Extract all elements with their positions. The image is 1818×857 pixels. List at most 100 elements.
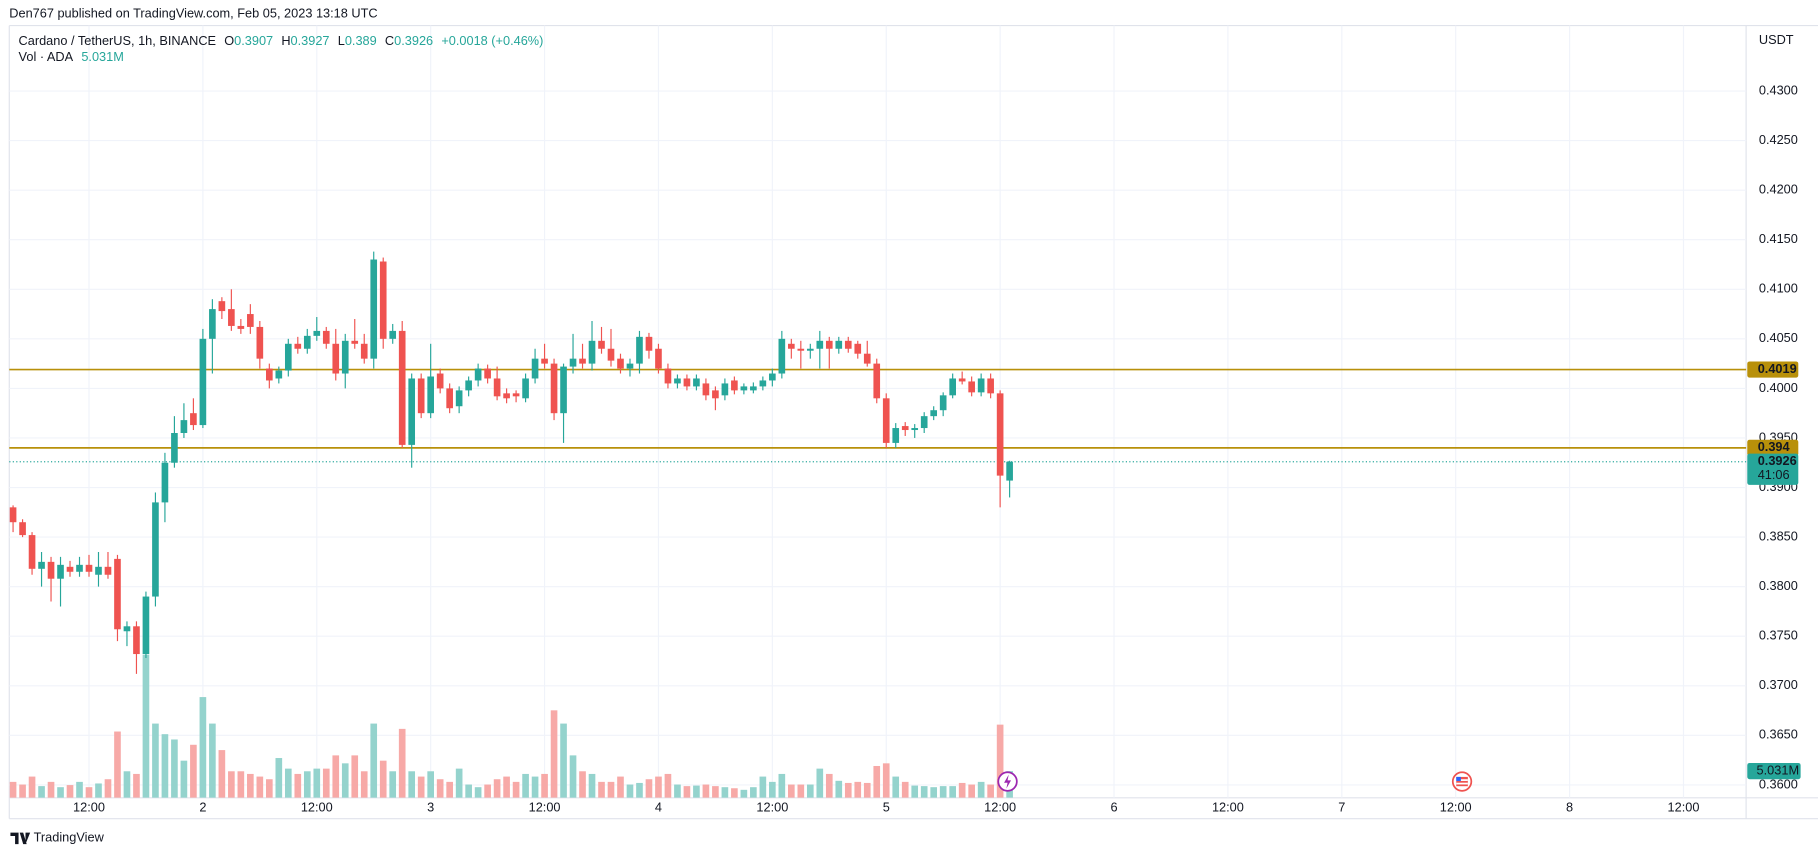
x-tick-label: 6 bbox=[1110, 800, 1117, 815]
volume-bar bbox=[370, 723, 378, 798]
candle-body bbox=[731, 380, 738, 391]
volume-bar bbox=[47, 781, 55, 798]
volume-bar bbox=[835, 780, 843, 798]
volume-bar bbox=[987, 784, 994, 798]
volume-bar bbox=[275, 758, 283, 798]
level-badge-label: 0.4019 bbox=[1758, 361, 1797, 376]
volume-bar bbox=[171, 739, 178, 798]
volume-bar bbox=[247, 773, 254, 798]
candle-body bbox=[693, 378, 700, 387]
candle-body bbox=[939, 395, 947, 411]
candle-body bbox=[455, 390, 463, 407]
level-badge-label: 0.394 bbox=[1758, 439, 1791, 454]
y-tick-label: 0.3700 bbox=[1759, 677, 1798, 692]
candle-body bbox=[949, 378, 956, 396]
candle-body bbox=[740, 386, 748, 391]
currency: USDT bbox=[1759, 32, 1794, 47]
candle-body bbox=[588, 340, 596, 364]
volume-bar bbox=[778, 773, 786, 798]
volume-bar bbox=[550, 710, 558, 798]
y-tick-label: 0.4050 bbox=[1759, 330, 1798, 345]
candle-body bbox=[9, 507, 17, 523]
candle-body bbox=[560, 366, 567, 414]
candle-body bbox=[171, 433, 178, 463]
volume-bar bbox=[958, 782, 966, 798]
candle-body bbox=[702, 383, 710, 396]
open-readout: 0.3907 bbox=[234, 33, 273, 48]
candle-body bbox=[769, 373, 776, 381]
low-readout: 0.389 bbox=[345, 33, 377, 48]
y-tick-label: 0.3850 bbox=[1759, 528, 1798, 543]
volume-bar bbox=[892, 776, 900, 798]
candle-body bbox=[57, 564, 64, 579]
volume-bar bbox=[180, 760, 188, 798]
volume-bar bbox=[560, 723, 567, 798]
candle-body bbox=[389, 330, 397, 339]
axis: 0.3600 0.3650 0.3700 0.3750 0.3800 0.3850 0.39… bbox=[73, 82, 1801, 815]
candle-body bbox=[379, 261, 387, 339]
candle-body bbox=[788, 343, 795, 349]
volume-bar bbox=[256, 776, 264, 798]
volume-bar bbox=[9, 781, 17, 798]
volume-bar bbox=[237, 771, 245, 798]
candle-body bbox=[930, 410, 938, 417]
volume-bar bbox=[759, 776, 767, 798]
candle-body bbox=[360, 343, 368, 359]
candle-body bbox=[313, 330, 321, 336]
candle-body bbox=[19, 522, 26, 536]
volume-bar bbox=[968, 784, 975, 798]
candle-body bbox=[655, 348, 662, 369]
candle-body bbox=[332, 343, 340, 374]
candle-body bbox=[152, 502, 159, 597]
candle-body bbox=[569, 358, 577, 367]
ohlc-key: C bbox=[385, 33, 394, 48]
volume-bar bbox=[493, 779, 501, 798]
volume-bar bbox=[465, 784, 472, 798]
volume-bar bbox=[569, 755, 577, 798]
candle-body bbox=[645, 336, 653, 351]
volume-bar bbox=[95, 783, 102, 798]
y-tick-label: 0.4000 bbox=[1759, 380, 1798, 395]
candle-body bbox=[465, 380, 472, 391]
candle-body bbox=[882, 398, 890, 443]
candle-body bbox=[161, 462, 169, 503]
candle-body bbox=[351, 340, 359, 344]
candle-body bbox=[636, 336, 643, 364]
volume-bar bbox=[683, 786, 691, 798]
volume-bar bbox=[104, 779, 112, 798]
candle-body bbox=[683, 378, 691, 387]
candle-body bbox=[664, 368, 672, 384]
volume-bar bbox=[408, 771, 416, 798]
candle-body bbox=[275, 370, 283, 379]
candle-body bbox=[218, 301, 226, 312]
event-icon[interactable] bbox=[1451, 771, 1473, 792]
candle-body bbox=[987, 378, 994, 394]
volume-readout: 5.031M bbox=[81, 49, 124, 64]
volume-bar bbox=[398, 728, 406, 798]
candle-body bbox=[968, 381, 975, 393]
candle-body bbox=[579, 358, 586, 364]
candle-body bbox=[85, 564, 93, 572]
y-tick-label: 0.3600 bbox=[1759, 776, 1798, 791]
volume-bar bbox=[607, 781, 615, 798]
volume-bar bbox=[825, 773, 833, 798]
volume-bar bbox=[294, 773, 302, 798]
volume-bar bbox=[446, 781, 453, 798]
candle-body bbox=[721, 383, 729, 396]
volume-bar bbox=[284, 768, 292, 798]
candle-body bbox=[436, 373, 444, 389]
level-badge bbox=[1747, 439, 1799, 456]
candle-body bbox=[873, 363, 881, 399]
event-icon[interactable] bbox=[997, 771, 1018, 792]
volume-bar bbox=[161, 734, 169, 798]
candle-body bbox=[503, 393, 510, 399]
volume-bar bbox=[655, 776, 662, 798]
close-readout: 0.3926 bbox=[394, 33, 433, 48]
candle-body bbox=[778, 338, 786, 374]
volume-bar bbox=[579, 771, 586, 798]
candle-body bbox=[617, 358, 624, 369]
volume-bar bbox=[209, 723, 216, 798]
candle-body bbox=[854, 343, 862, 354]
